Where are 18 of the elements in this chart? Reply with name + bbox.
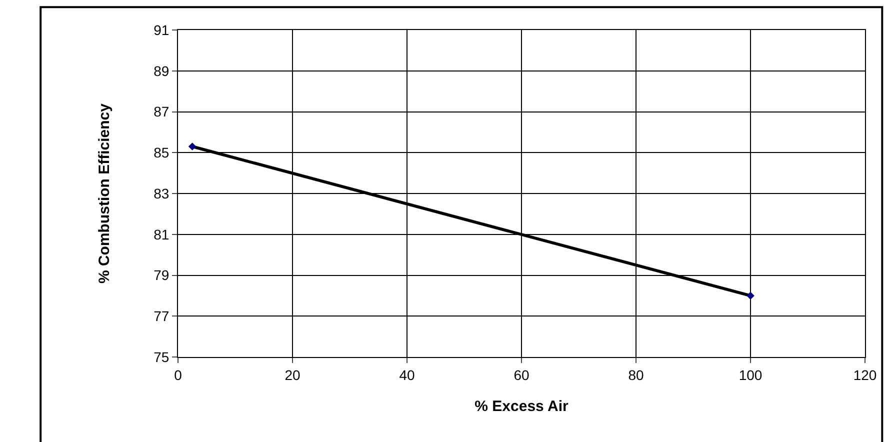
x-tick-label: 100	[738, 366, 762, 383]
y-tick-label: 81	[154, 226, 170, 242]
x-tick-label: 0	[174, 366, 182, 383]
x-tick-label: 80	[628, 366, 644, 383]
y-tick-label: 87	[154, 104, 170, 120]
x-tick-label: 120	[853, 366, 877, 383]
y-tick-label: 83	[154, 185, 170, 202]
y-tick-label: 79	[154, 267, 170, 284]
y-tick-label: 91	[154, 22, 170, 38]
x-axis-title: % Excess Air	[474, 398, 568, 415]
x-tick-label: 20	[284, 366, 300, 383]
y-tick-label: 85	[154, 144, 170, 161]
x-tick-label: 40	[399, 366, 415, 383]
y-axis-title: % Combustion Efficiency	[96, 102, 113, 284]
y-tick-label: 89	[154, 62, 170, 79]
y-tick-label: 77	[154, 308, 170, 324]
y-tick-label: 75	[154, 348, 170, 365]
x-tick-label: 60	[514, 366, 530, 383]
